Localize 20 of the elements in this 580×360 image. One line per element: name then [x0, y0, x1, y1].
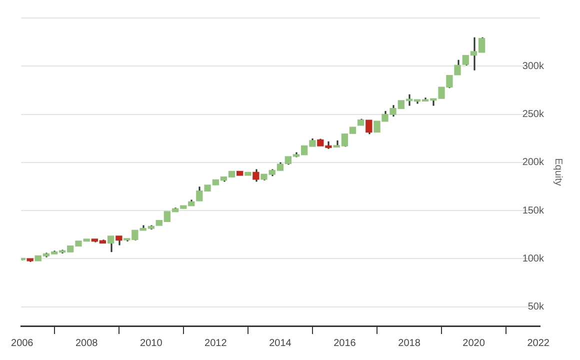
x-tick-label: 2016 [334, 338, 356, 349]
y-tick-label: 150k [522, 205, 545, 216]
x-tick-label: 2014 [269, 338, 292, 349]
y-tick-label: 200k [522, 157, 545, 168]
y-tick-label: 300k [522, 60, 545, 72]
x-tick-label: 2012 [204, 338, 228, 349]
x-tick-label: 2006 [11, 338, 34, 349]
x-tick-label: 2008 [75, 338, 98, 349]
candlestick [107, 235, 114, 253]
x-tick-label: 2022 [527, 338, 550, 349]
candlestick [252, 168, 260, 183]
candlestick [116, 235, 122, 246]
y-tick-label: 100k [522, 253, 545, 264]
y-axis-title: Equity [552, 158, 564, 186]
x-tick-label: 2018 [398, 338, 421, 349]
y-tick-label: 50k [528, 302, 545, 312]
x-tick-label: 2020 [462, 338, 486, 349]
y-tick-label: 250k [522, 109, 545, 120]
x-tick-label: 2010 [140, 338, 163, 349]
candlestick [366, 119, 372, 135]
